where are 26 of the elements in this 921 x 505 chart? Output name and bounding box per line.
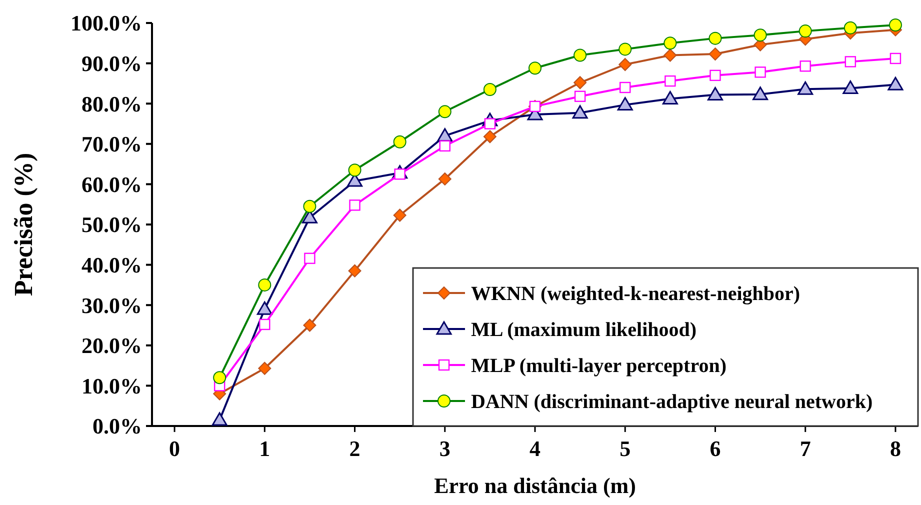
legend-label: MLP (multi-layer perceptron) <box>471 355 727 377</box>
legend-label: DANN (discriminant-adaptive neural network) <box>471 391 873 413</box>
x-tick-label: 6 <box>710 436 721 461</box>
x-tick-label: 7 <box>800 436 811 461</box>
y-tick-label: 30.0% <box>82 292 142 318</box>
y-tick-label: 20.0% <box>82 333 142 358</box>
x-tick-label: 5 <box>620 436 631 461</box>
y-axis-title: Precisão (%) <box>9 152 38 296</box>
y-tick-label: 10.0% <box>82 373 142 398</box>
y-tick-label: 70.0% <box>82 132 142 157</box>
legend-label: WKNN (weighted-k-nearest-neighbor) <box>471 283 800 305</box>
y-tick-label: 0.0% <box>92 414 142 439</box>
x-axis-title: Erro na distância (m) <box>434 473 636 498</box>
legend-label: ML (maximum likelihood) <box>471 319 697 341</box>
x-tick-label: 8 <box>890 436 901 461</box>
y-tick-label: 90.0% <box>82 51 142 76</box>
y-tick-label: 80.0% <box>82 91 142 116</box>
x-tick-label: 4 <box>530 436 540 461</box>
y-tick-label: 60.0% <box>82 172 142 197</box>
x-tick-label: 3 <box>439 436 450 461</box>
y-tick-label: 40.0% <box>82 252 142 278</box>
x-tick-label: 0 <box>169 436 180 461</box>
y-tick-label: 50.0% <box>82 212 142 238</box>
x-tick-label: 1 <box>259 436 270 461</box>
y-tick-label: 100.0% <box>70 10 142 36</box>
x-tick-label: 2 <box>349 436 360 461</box>
